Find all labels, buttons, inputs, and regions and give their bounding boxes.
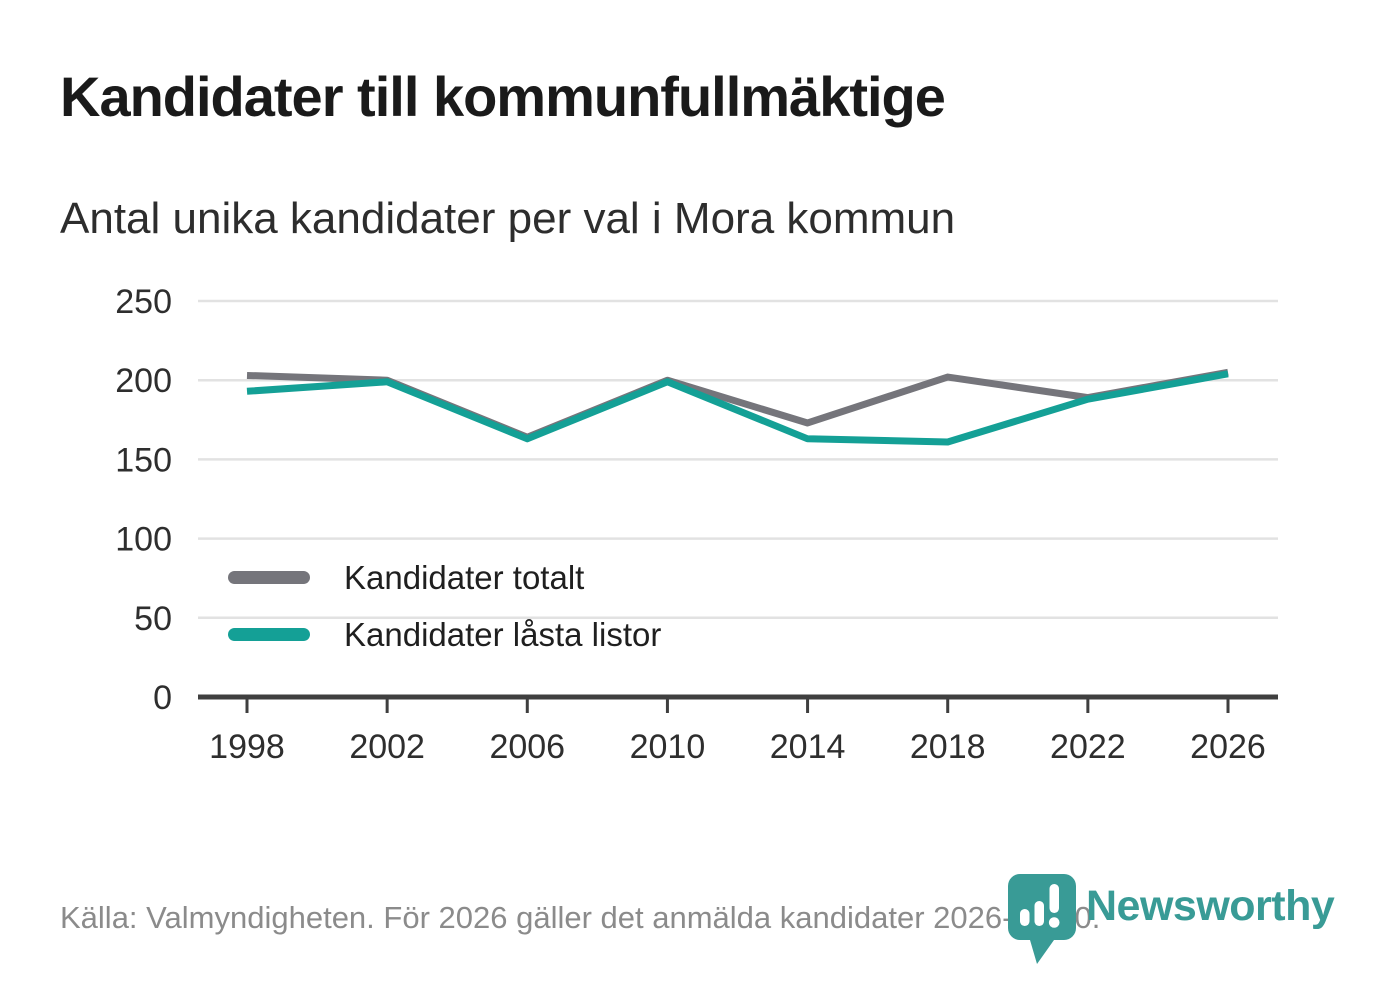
legend-item-locked-lists: Kandidater låsta listor	[228, 606, 661, 663]
x-tick-label: 2018	[910, 728, 986, 766]
legend-label-locked-lists: Kandidater låsta listor	[344, 615, 662, 653]
newsworthy-pin-barchart-icon	[1008, 874, 1076, 964]
x-tick-label: 1998	[209, 728, 285, 766]
source-note: Källa: Valmyndigheten. För 2026 gäller d…	[60, 900, 1101, 935]
x-tick-label: 2014	[770, 728, 846, 766]
x-tick-label: 2002	[349, 728, 425, 766]
x-tick-label: 2026	[1190, 728, 1266, 766]
y-tick-label: 150	[115, 441, 172, 479]
chart-subtitle: Antal unika kandidater per val i Mora ko…	[60, 194, 956, 243]
y-tick-label: 0	[153, 679, 172, 717]
chart-legend: Kandidater totalt Kandidater låsta listo…	[228, 549, 661, 663]
x-tick-label: 2010	[630, 728, 706, 766]
y-tick-label: 250	[115, 283, 172, 321]
legend-item-total: Kandidater totalt	[228, 549, 661, 606]
y-tick-label: 200	[115, 362, 172, 400]
legend-swatch-total	[228, 571, 310, 584]
legend-swatch-locked-lists	[228, 628, 310, 641]
x-tick-label: 2006	[489, 728, 565, 766]
series-line-1	[246, 370, 1229, 446]
x-tick-label: 2022	[1050, 728, 1126, 766]
y-tick-label: 100	[115, 521, 172, 559]
newsworthy-wordmark: Newsworthy	[1086, 882, 1335, 930]
chart-title: Kandidater till kommunfullmäktige	[60, 65, 946, 128]
legend-label-total: Kandidater totalt	[344, 558, 585, 596]
y-tick-label: 50	[134, 600, 172, 638]
newsworthy-logo: Newsworthy	[1008, 874, 1335, 966]
